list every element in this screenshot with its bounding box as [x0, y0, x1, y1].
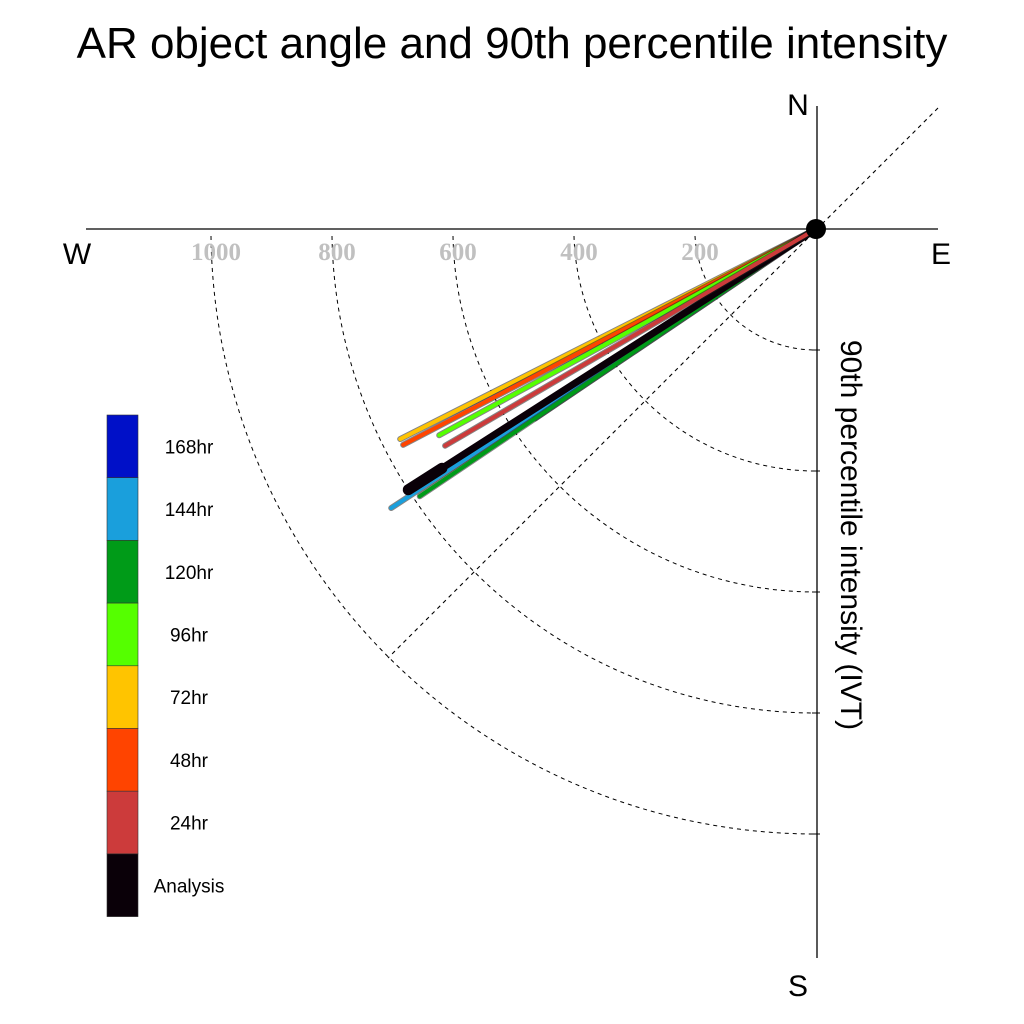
series-analysis-tip	[402, 462, 448, 496]
series-vectors	[388, 225, 820, 512]
tick-label-200: 200	[681, 239, 719, 266]
range-ring-1000	[210, 235, 817, 835]
grid	[210, 235, 820, 835]
legend-label-48hr: 48hr	[170, 751, 209, 772]
diagonal-reference-line	[387, 107, 939, 659]
range-ring-200	[694, 235, 817, 351]
compass-east-label: E	[931, 238, 951, 271]
tick-label-800: 800	[318, 239, 356, 266]
legend-label-168hr: 168hr	[165, 437, 214, 458]
compass-south-label: S	[788, 970, 808, 1003]
radial-tick-labels: 200 400 600 800 1000	[191, 239, 719, 266]
legend-swatch-24hr	[106, 790, 139, 855]
range-ring-800	[331, 235, 817, 714]
legend-swatch-168hr	[106, 414, 139, 479]
range-ring-400	[573, 235, 817, 472]
tick-label-1000: 1000	[191, 239, 241, 266]
legend-swatch-48hr	[106, 728, 139, 792]
compass-north-label: N	[787, 89, 809, 122]
legend-label-72hr: 72hr	[170, 688, 209, 709]
tick-label-400: 400	[560, 239, 598, 266]
legend-label-144hr: 144hr	[165, 500, 214, 521]
range-ring-600	[452, 235, 817, 593]
series-24hr-vector	[443, 227, 818, 448]
legend-label-96hr: 96hr	[170, 625, 209, 646]
legend-swatch-analysis	[106, 853, 139, 917]
legend-swatch-144hr	[106, 477, 139, 541]
legend-swatch-72hr	[106, 665, 139, 729]
compass-west-label: W	[63, 238, 92, 271]
legend-label-24hr: 24hr	[170, 814, 209, 835]
legend-swatch-120hr	[106, 540, 139, 604]
legend: 168hr 144hr 120hr 96hr 72hr 48hr 24hr Analysis	[106, 414, 225, 917]
legend-label-120hr: 120hr	[165, 563, 214, 584]
legend-swatch-96hr	[106, 602, 139, 667]
chart-title: AR object angle and 90th percentile inte…	[77, 19, 948, 68]
y-axis-label: 90th percentile intensity (IVT)	[834, 340, 867, 730]
series-analysis-vector	[404, 225, 820, 494]
origin-marker	[806, 219, 826, 239]
tick-label-600: 600	[439, 239, 477, 266]
legend-label-analysis: Analysis	[154, 876, 225, 897]
